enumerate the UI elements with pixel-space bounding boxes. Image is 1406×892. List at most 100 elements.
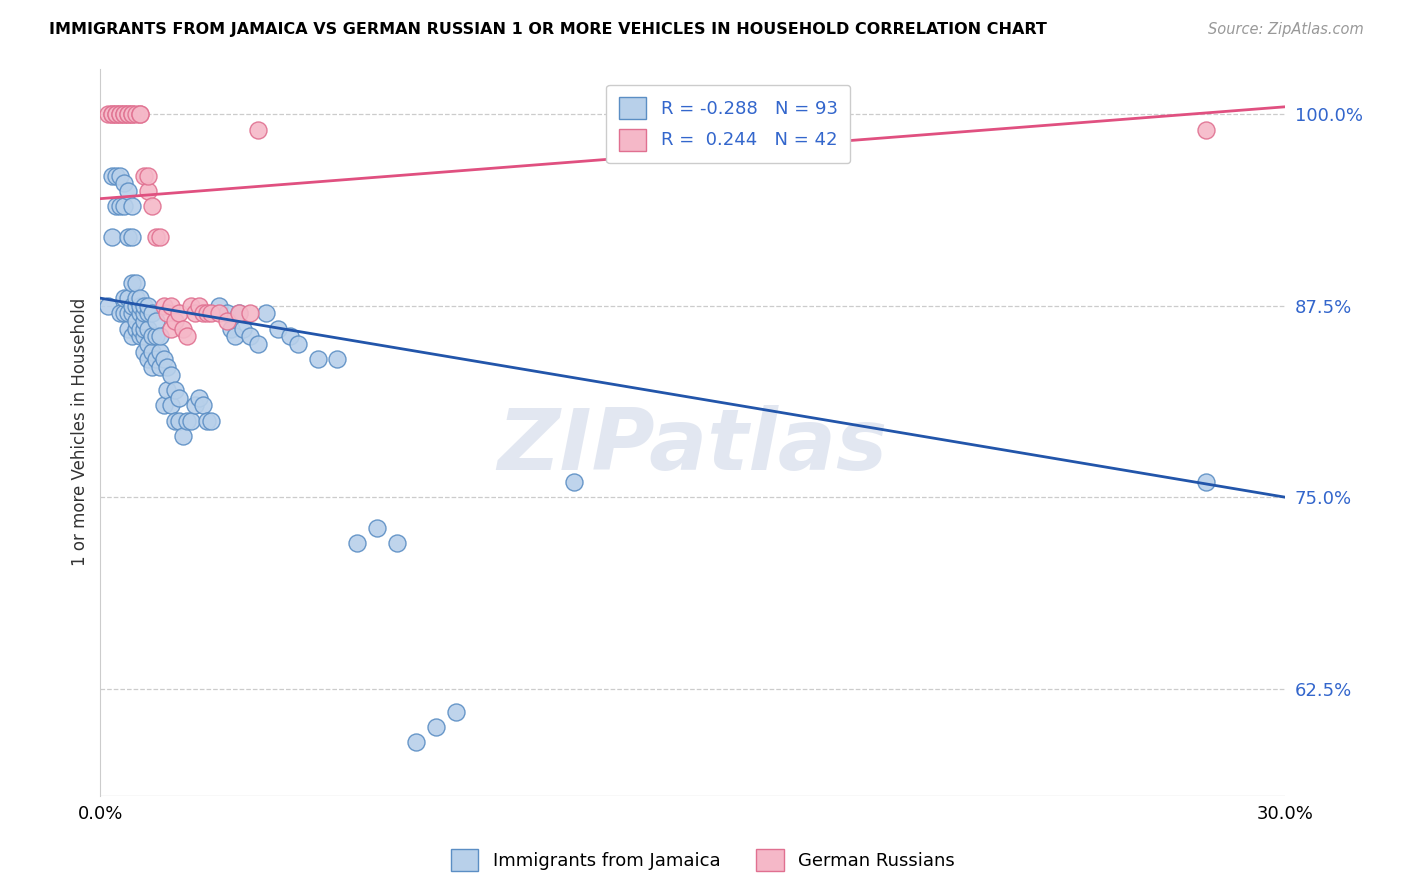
- Point: [156, 306, 179, 320]
- Point: [125, 314, 148, 328]
- Point: [152, 398, 174, 412]
- Point: [228, 306, 250, 320]
- Point: [425, 720, 447, 734]
- Point: [191, 306, 214, 320]
- Point: [136, 352, 159, 367]
- Point: [136, 306, 159, 320]
- Point: [128, 306, 150, 320]
- Point: [125, 107, 148, 121]
- Point: [307, 352, 329, 367]
- Point: [136, 299, 159, 313]
- Point: [121, 199, 143, 213]
- Point: [132, 344, 155, 359]
- Legend: Immigrants from Jamaica, German Russians: Immigrants from Jamaica, German Russians: [444, 842, 962, 879]
- Point: [165, 383, 187, 397]
- Point: [132, 322, 155, 336]
- Point: [200, 414, 222, 428]
- Point: [101, 107, 124, 121]
- Point: [125, 322, 148, 336]
- Point: [132, 299, 155, 313]
- Point: [278, 329, 301, 343]
- Point: [136, 184, 159, 198]
- Point: [247, 337, 270, 351]
- Point: [152, 299, 174, 313]
- Point: [169, 414, 191, 428]
- Point: [184, 398, 207, 412]
- Point: [169, 391, 191, 405]
- Point: [132, 169, 155, 183]
- Text: Source: ZipAtlas.com: Source: ZipAtlas.com: [1208, 22, 1364, 37]
- Point: [112, 107, 135, 121]
- Point: [180, 414, 202, 428]
- Point: [121, 107, 143, 121]
- Point: [172, 429, 194, 443]
- Point: [254, 306, 277, 320]
- Point: [208, 306, 231, 320]
- Point: [562, 475, 585, 489]
- Point: [112, 177, 135, 191]
- Point: [101, 230, 124, 244]
- Point: [169, 306, 191, 320]
- Point: [200, 306, 222, 320]
- Point: [136, 169, 159, 183]
- Point: [191, 398, 214, 412]
- Point: [176, 414, 198, 428]
- Point: [215, 314, 238, 328]
- Point: [121, 329, 143, 343]
- Point: [165, 414, 187, 428]
- Point: [117, 306, 139, 320]
- Point: [128, 107, 150, 121]
- Point: [125, 299, 148, 313]
- Point: [117, 230, 139, 244]
- Point: [105, 107, 128, 121]
- Point: [121, 276, 143, 290]
- Point: [101, 107, 124, 121]
- Point: [156, 383, 179, 397]
- Point: [141, 360, 163, 375]
- Point: [132, 314, 155, 328]
- Point: [108, 199, 131, 213]
- Point: [141, 306, 163, 320]
- Point: [128, 322, 150, 336]
- Legend: R = -0.288   N = 93, R =  0.244   N = 42: R = -0.288 N = 93, R = 0.244 N = 42: [606, 85, 851, 163]
- Text: IMMIGRANTS FROM JAMAICA VS GERMAN RUSSIAN 1 OR MORE VEHICLES IN HOUSEHOLD CORREL: IMMIGRANTS FROM JAMAICA VS GERMAN RUSSIA…: [49, 22, 1047, 37]
- Point: [136, 322, 159, 336]
- Point: [117, 184, 139, 198]
- Point: [188, 299, 211, 313]
- Point: [125, 276, 148, 290]
- Point: [172, 322, 194, 336]
- Point: [366, 521, 388, 535]
- Point: [97, 107, 120, 121]
- Point: [141, 344, 163, 359]
- Point: [145, 329, 167, 343]
- Point: [105, 199, 128, 213]
- Point: [101, 169, 124, 183]
- Point: [160, 398, 183, 412]
- Point: [385, 536, 408, 550]
- Point: [128, 291, 150, 305]
- Point: [208, 299, 231, 313]
- Point: [117, 107, 139, 121]
- Point: [125, 291, 148, 305]
- Point: [117, 322, 139, 336]
- Point: [108, 107, 131, 121]
- Point: [1195, 122, 1218, 136]
- Point: [224, 329, 246, 343]
- Point: [160, 322, 183, 336]
- Point: [105, 107, 128, 121]
- Point: [145, 230, 167, 244]
- Point: [165, 314, 187, 328]
- Point: [195, 414, 218, 428]
- Point: [121, 107, 143, 121]
- Point: [188, 391, 211, 405]
- Point: [128, 329, 150, 343]
- Text: ZIPatlas: ZIPatlas: [498, 405, 887, 488]
- Point: [152, 352, 174, 367]
- Point: [149, 344, 172, 359]
- Point: [156, 360, 179, 375]
- Point: [128, 107, 150, 121]
- Point: [112, 107, 135, 121]
- Point: [267, 322, 290, 336]
- Point: [180, 299, 202, 313]
- Point: [121, 306, 143, 320]
